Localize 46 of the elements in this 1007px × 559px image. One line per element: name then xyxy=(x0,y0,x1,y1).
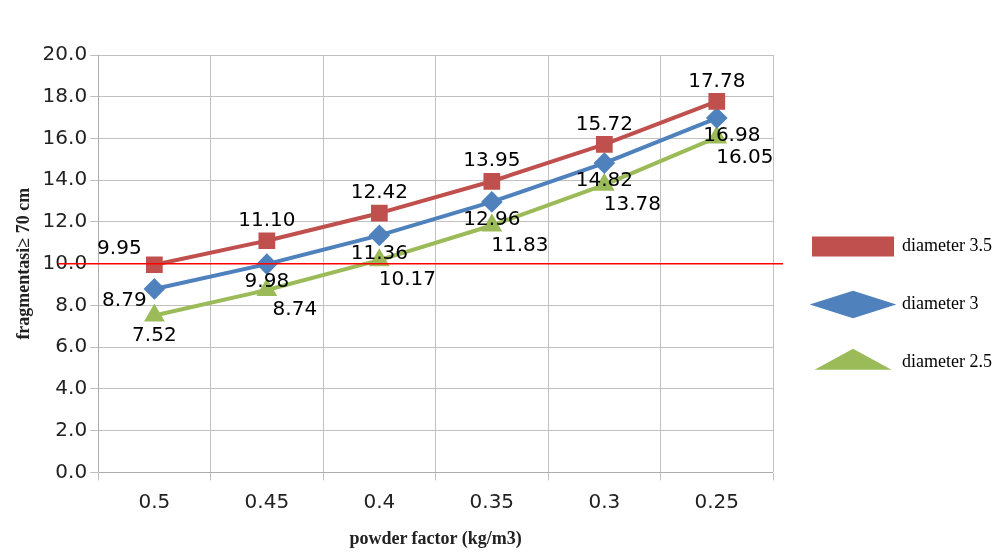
legend-label: diameter 3.5 xyxy=(902,235,992,256)
legend-label: diameter 2.5 xyxy=(902,351,992,372)
x-tick-label: 0.25 xyxy=(694,488,740,513)
point xyxy=(481,191,502,212)
data-label: 12.42 xyxy=(350,179,408,204)
data-label: 7.52 xyxy=(132,321,177,346)
point xyxy=(146,256,163,274)
x-tick-label: 0.45 xyxy=(244,488,290,513)
x-axis-title: powder factor (kg/m3) xyxy=(349,527,522,549)
data-label: 9.95 xyxy=(97,234,142,259)
data-label: 8.74 xyxy=(272,296,318,321)
data-label: 10.17 xyxy=(378,266,436,291)
y-axis-title: fragmentasi≥ 70 cm xyxy=(13,187,34,340)
point xyxy=(483,172,501,190)
data-label: 8.79 xyxy=(102,287,147,312)
data-label: 13.78 xyxy=(603,191,661,216)
point xyxy=(595,135,613,153)
data-label: 11.10 xyxy=(238,206,296,231)
y-tick-label: 12.0 xyxy=(42,208,88,233)
point xyxy=(144,278,165,299)
data-label: 13.95 xyxy=(463,147,521,172)
data-label: 16.05 xyxy=(716,143,774,168)
point xyxy=(369,225,390,246)
point xyxy=(370,204,388,222)
y-tick-label: 0.0 xyxy=(55,458,88,483)
data-label: 17.78 xyxy=(688,67,746,92)
x-tick-label: 0.3 xyxy=(588,488,621,513)
point xyxy=(258,232,276,250)
y-tick-label: 18.0 xyxy=(42,82,88,107)
point xyxy=(145,305,164,322)
y-tick-label: 16.0 xyxy=(42,124,88,149)
x-tick-label: 0.35 xyxy=(469,488,515,513)
y-tick-label: 6.0 xyxy=(55,333,88,358)
data-label: 11.36 xyxy=(350,239,408,264)
y-tick-label: 4.0 xyxy=(55,375,88,400)
x-tick-label: 0.5 xyxy=(138,488,171,513)
data-label: 11.83 xyxy=(491,231,549,256)
y-tick-label: 8.0 xyxy=(55,291,88,316)
data-label: 9.98 xyxy=(244,268,290,293)
y-tick-label: 14.0 xyxy=(42,166,88,191)
y-tick-label: 20.0 xyxy=(42,41,88,66)
x-tick-label: 0.4 xyxy=(363,488,396,513)
y-tick-label: 2.0 xyxy=(55,416,88,441)
legend-label: diameter 3 xyxy=(902,293,979,314)
point xyxy=(708,92,726,110)
data-label: 15.72 xyxy=(575,110,633,135)
